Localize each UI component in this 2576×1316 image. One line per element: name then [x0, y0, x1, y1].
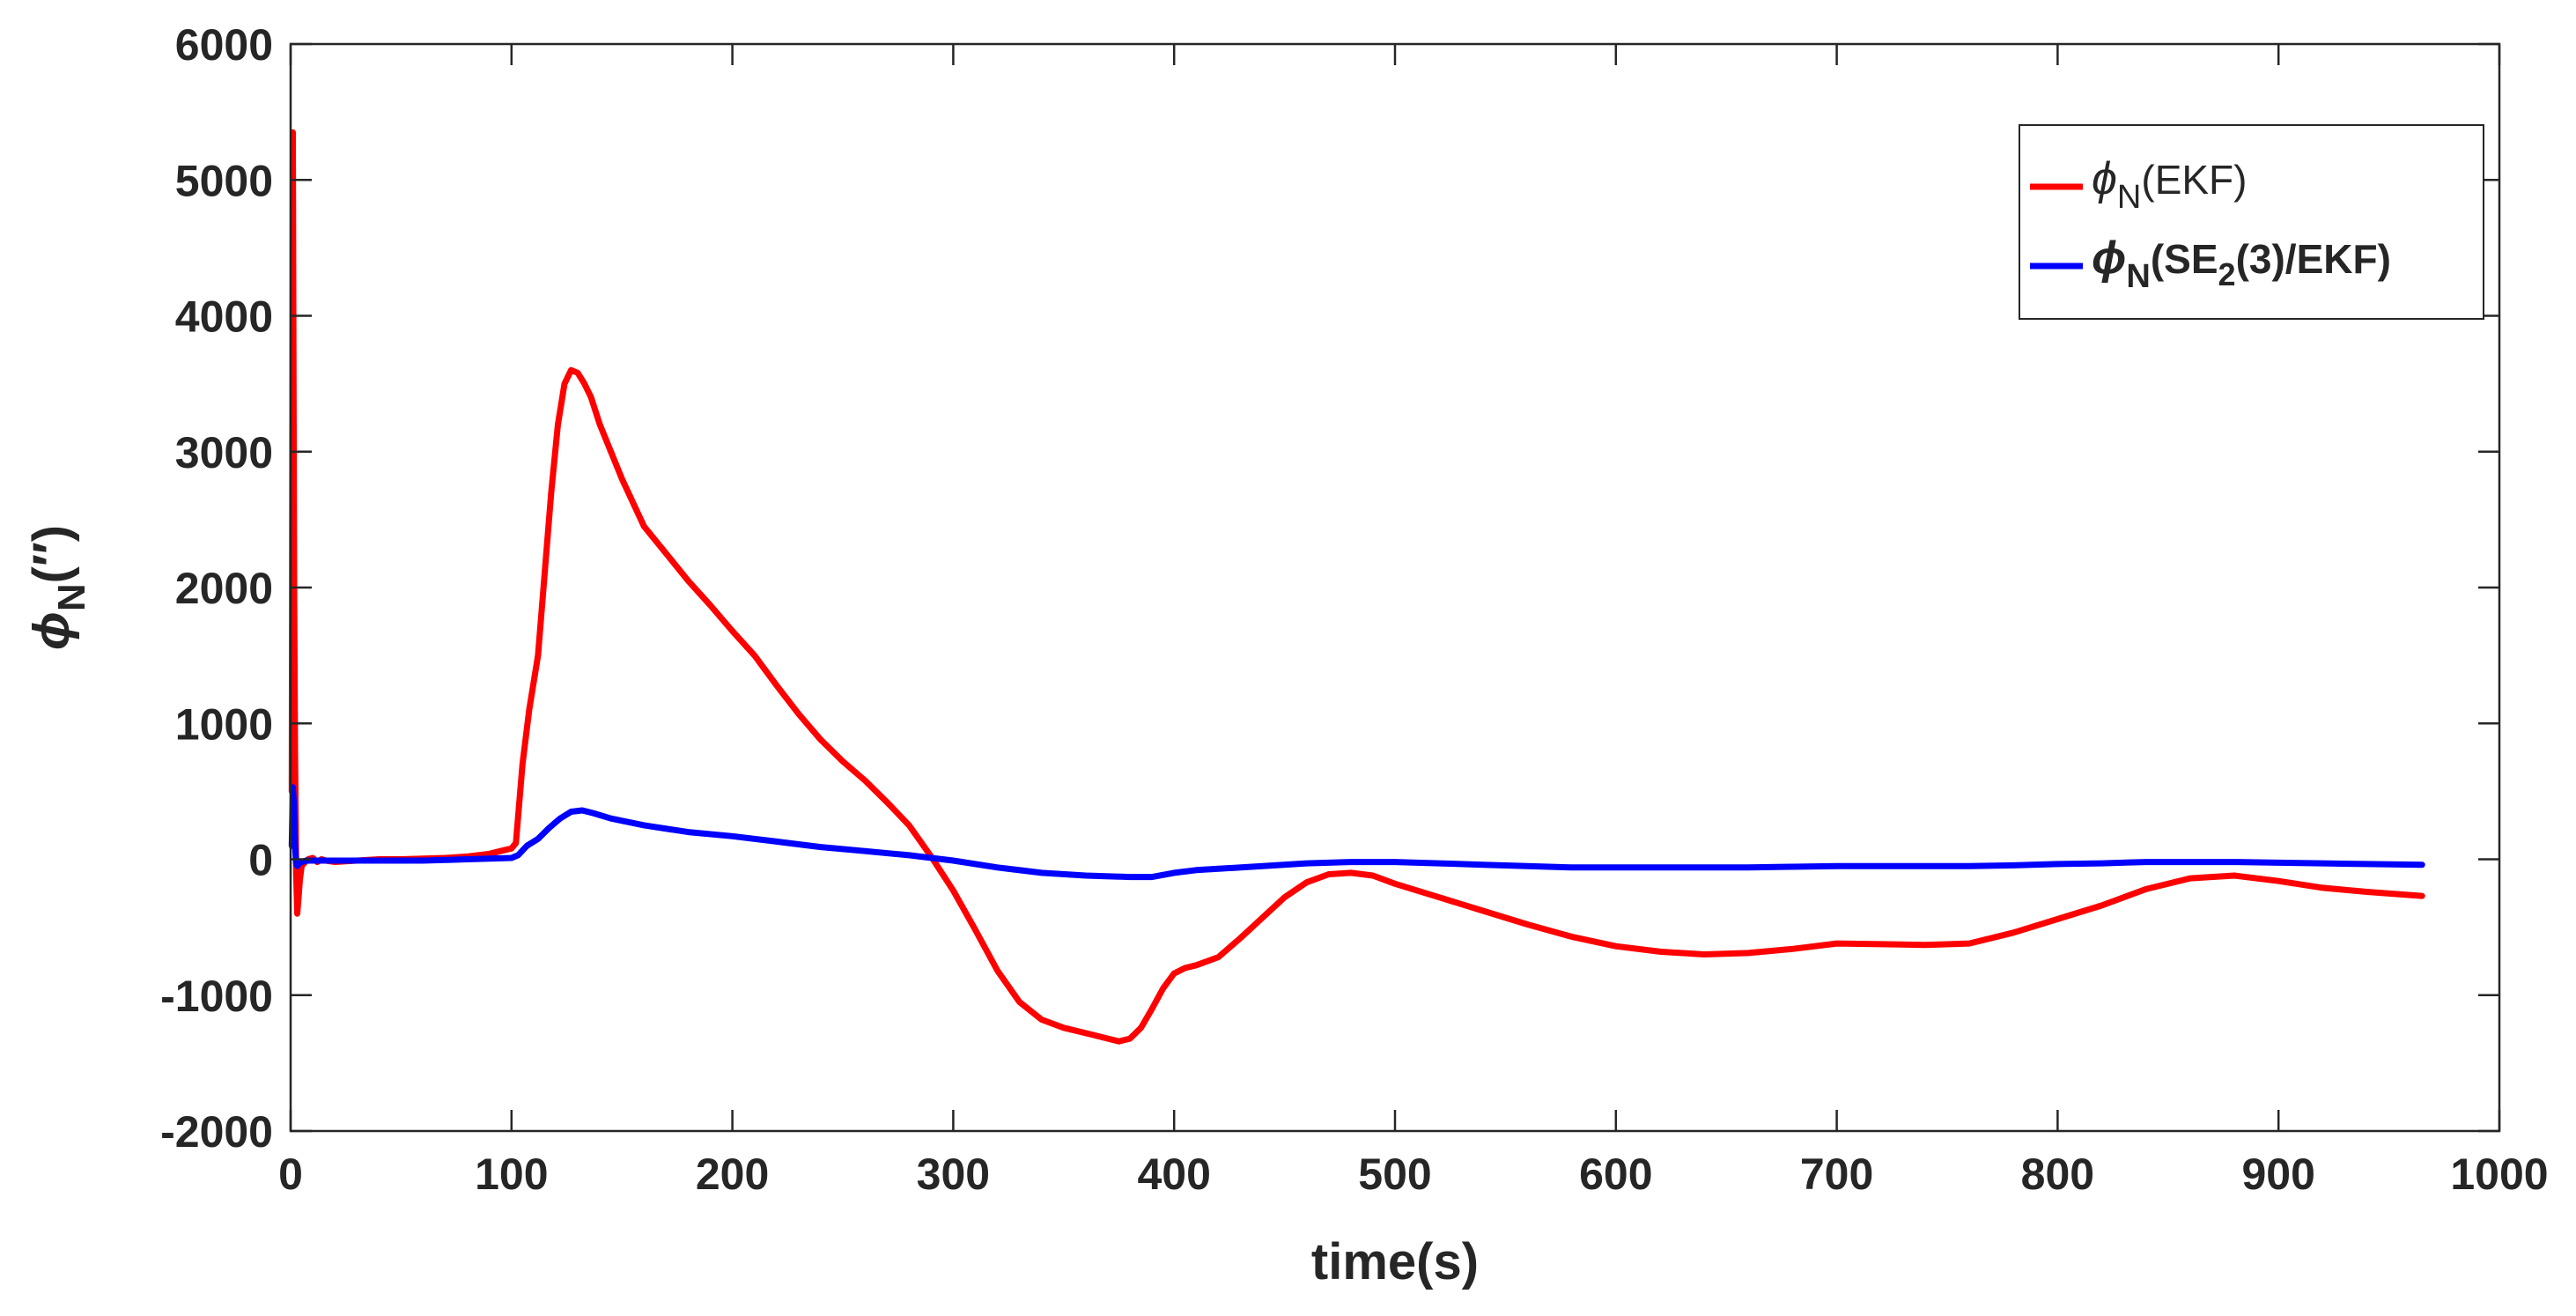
y-tick-label: -1000 — [160, 972, 273, 1021]
legend-label-se23-rest-a: (SE — [2151, 236, 2218, 282]
x-tick-label: 300 — [917, 1150, 990, 1199]
y-tick-label: 1000 — [175, 699, 273, 749]
x-tick-label: 400 — [1137, 1150, 1210, 1199]
y-axis: -2000 -1000 0 1000 2000 3000 4000 5000 6000 — [160, 20, 2499, 1157]
legend-label-se23-rest-sub: 2 — [2218, 256, 2236, 292]
y-tick-label: 0 — [248, 836, 273, 885]
x-tick-label: 800 — [2021, 1150, 2094, 1199]
series-layer — [288, 129, 2425, 1045]
series-line-se23-ekf — [288, 784, 2425, 881]
y-tick-label: 3000 — [175, 428, 273, 477]
x-axis-title: time(s) — [1311, 1233, 1479, 1290]
legend: ϕN(EKF) ϕN(SE2(3)/EKF) — [2019, 124, 2484, 320]
x-tick-label: 500 — [1358, 1150, 1431, 1199]
legend-box — [2019, 124, 2484, 320]
y-tick-label: 4000 — [175, 292, 273, 342]
legend-label-ekf-symbol: ϕ — [2092, 153, 2117, 204]
legend-label-se23-subscript: N — [2126, 258, 2150, 295]
legend-label-se23-symbol: ϕ — [2092, 233, 2126, 284]
legend-label-se23-ekf: ϕN(SE2(3)/EKF) — [2092, 233, 2391, 295]
legend-label-ekf: ϕN(EKF) — [2092, 153, 2247, 216]
y-tick-label: 6000 — [175, 20, 273, 70]
legend-label-ekf-subscript: N — [2117, 179, 2141, 216]
x-tick-label: 700 — [1800, 1150, 1873, 1199]
y-axis-title-subscript: N — [50, 583, 93, 611]
x-tick-label: 1000 — [2450, 1150, 2548, 1199]
y-axis-title-symbol: ϕ — [23, 611, 80, 650]
x-tick-label: 600 — [1579, 1150, 1652, 1199]
y-axis-title-suffix: (′′) — [23, 525, 80, 583]
x-tick-label: 900 — [2241, 1150, 2314, 1199]
y-tick-label: 2000 — [175, 564, 273, 613]
y-axis-title: ϕN(′′) — [23, 525, 93, 650]
y-tick-label: -2000 — [160, 1107, 273, 1157]
legend-label-ekf-rest: (EKF) — [2141, 157, 2247, 203]
y-tick-label: 5000 — [175, 156, 273, 205]
x-tick-label: 100 — [475, 1150, 548, 1199]
legend-label-se23-rest-b: (3)/EKF) — [2236, 236, 2391, 282]
x-tick-label: 0 — [278, 1150, 303, 1199]
x-tick-label: 200 — [696, 1150, 769, 1199]
x-axis: 0 100 200 300 400 500 600 700 800 900 1000 — [278, 44, 2549, 1199]
